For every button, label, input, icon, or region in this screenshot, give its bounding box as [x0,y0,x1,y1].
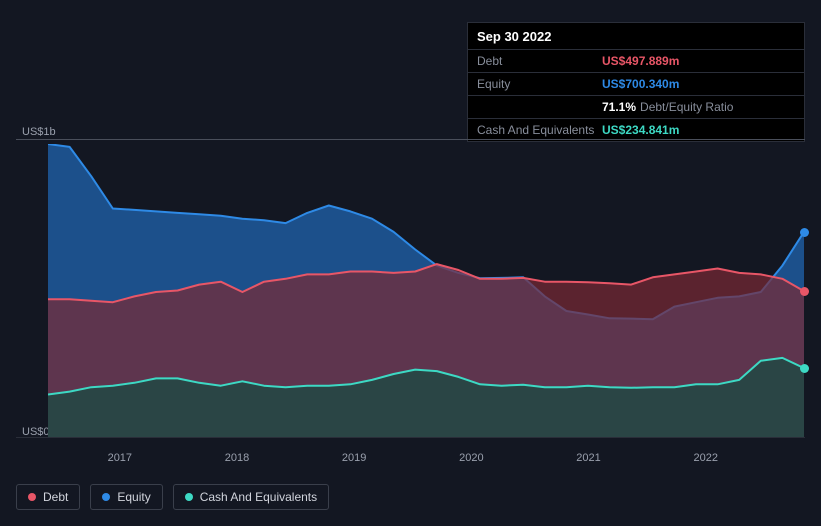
tooltip-row: Cash And EquivalentsUS$234.841m [468,118,804,141]
gridline-bottom [16,437,805,438]
x-axis-tick: 2019 [342,452,366,464]
tooltip-row-value: US$700.340m [602,77,679,91]
legend-item-label: Cash And Equivalents [200,490,317,504]
gridline-top [16,139,805,140]
legend-item[interactable]: Cash And Equivalents [173,484,329,510]
tooltip-row: 71.1%Debt/Equity Ratio [468,95,804,118]
x-axis-tick: 2018 [225,452,249,464]
series-endpoint-dot [800,287,809,296]
y-axis-max-label: US$1b [22,126,56,138]
series-endpoint-dot [800,228,809,237]
legend-item[interactable]: Debt [16,484,80,510]
x-axis-tick: 2022 [693,452,717,464]
tooltip-row-label [477,100,602,114]
tooltip-row-value: US$234.841m [602,123,679,137]
legend-dot-icon [102,493,110,501]
x-axis-tick: 2020 [459,452,483,464]
x-axis-tick: 2017 [108,452,132,464]
x-axis-tick: 2021 [576,452,600,464]
tooltip-row: DebtUS$497.889m [468,49,804,72]
legend-dot-icon [185,493,193,501]
tooltip-row-value: 71.1%Debt/Equity Ratio [602,100,733,114]
tooltip-panel: Sep 30 2022 DebtUS$497.889mEquityUS$700.… [467,22,805,142]
tooltip-row-label: Cash And Equivalents [477,123,602,137]
legend-item-label: Equity [117,490,150,504]
tooltip-row-label: Debt [477,54,602,68]
x-axis: 2017 2018 2019 2020 2021 2022 [48,452,804,472]
series-endpoint-dot [800,364,809,373]
tooltip-row-sublabel: Debt/Equity Ratio [640,100,733,114]
legend-item-label: Debt [43,490,68,504]
legend-dot-icon [28,493,36,501]
y-axis-min-label: US$0 [22,426,50,438]
legend: Debt Equity Cash And Equivalents [16,484,329,510]
tooltip-row-label: Equity [477,77,602,91]
chart-container: Sep 30 2022 DebtUS$497.889mEquityUS$700.… [0,0,821,526]
tooltip-row-value: US$497.889m [602,54,679,68]
tooltip-row: EquityUS$700.340m [468,72,804,95]
tooltip-date: Sep 30 2022 [468,23,804,49]
legend-item[interactable]: Equity [90,484,162,510]
area-chart [48,144,804,437]
